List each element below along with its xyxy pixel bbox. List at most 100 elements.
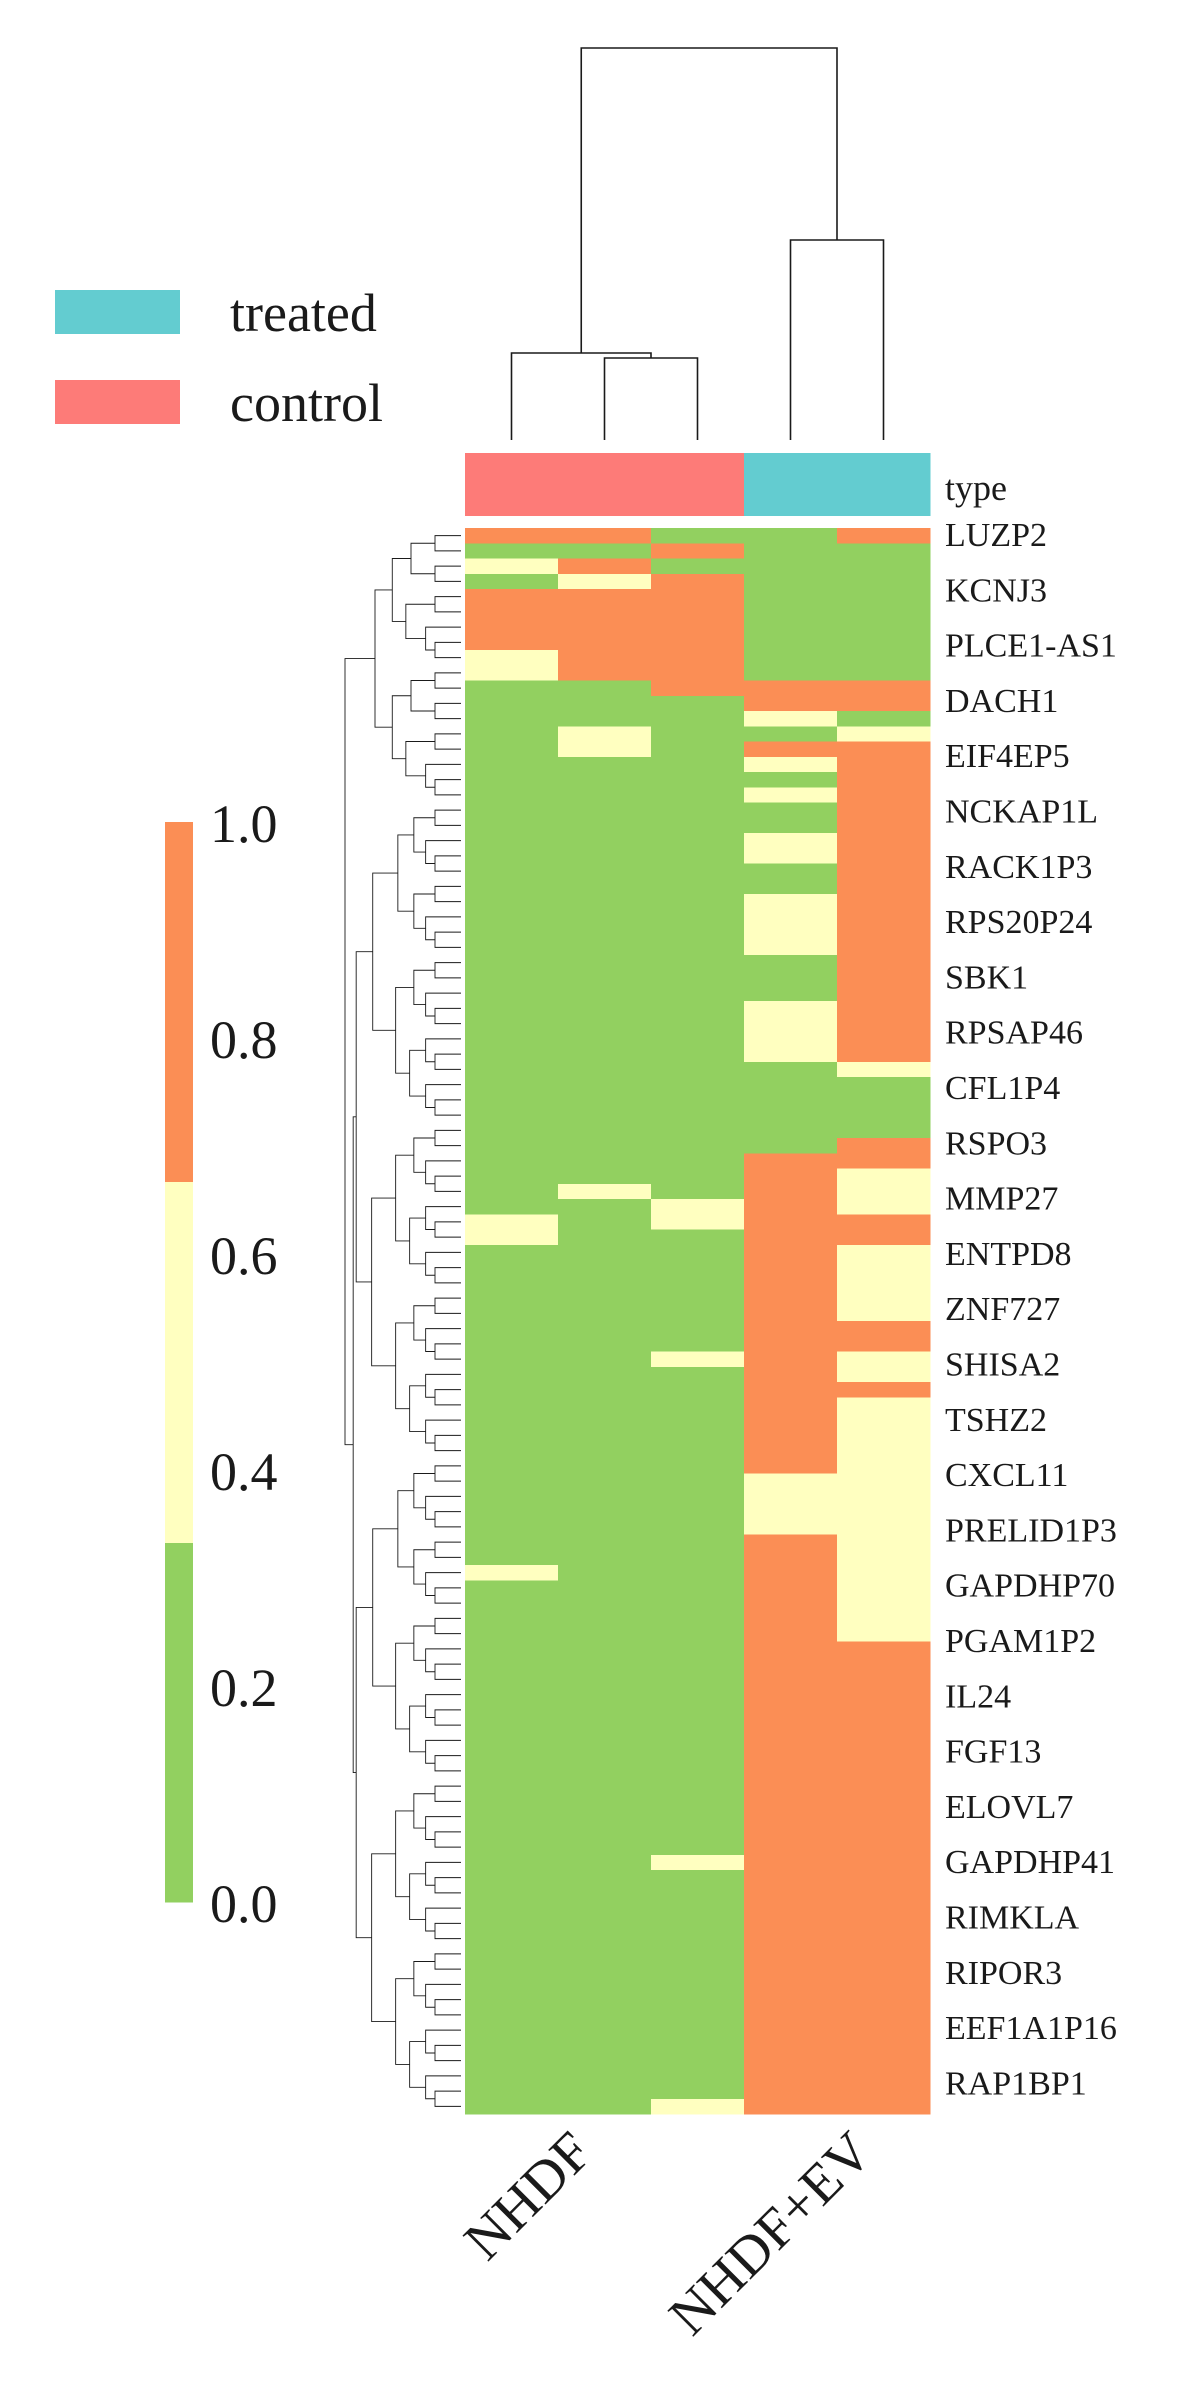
row-link-71-76 <box>413 1625 435 1661</box>
heatmap-cell-c2-r46 <box>651 1229 745 1352</box>
heatmap-cell-c4-r14 <box>837 741 931 1047</box>
row-label-rimkla: RIMKLA <box>945 1900 1080 1937</box>
row-link-18-23 <box>413 817 435 853</box>
heatmap-cell-c0-r3 <box>465 573 559 590</box>
colorbar-tick-5: 1.0 <box>210 794 278 854</box>
row-label-il24: IL24 <box>945 1678 1011 1715</box>
heatmap-cell-c2-r2 <box>651 558 745 575</box>
heatmap-cell-c3-r17 <box>744 787 838 803</box>
colorbar-tick-1: 0.2 <box>210 1658 278 1718</box>
annotation-cell-1 <box>558 453 652 516</box>
row-link-41-44 <box>425 1160 461 1185</box>
row-link-93-95 <box>434 1953 461 1970</box>
heatmap-cell-c1-r17 <box>558 787 652 803</box>
heatmap-cell-c0-r103 <box>465 2098 559 2115</box>
row-link-28-39 <box>395 986 414 1074</box>
annotation-cell-2 <box>651 453 745 516</box>
row-link-61-63 <box>434 1465 461 1482</box>
row-link-88-90 <box>434 1877 461 1894</box>
x-tick-label-nhdf-ev: NHDF+EV <box>657 2120 884 2347</box>
row-link-61-104 <box>355 1606 373 1939</box>
heatmap-cells <box>465 528 931 2115</box>
legend: treated control <box>55 283 383 433</box>
heatmap-cell-c4-r4 <box>837 589 931 651</box>
row-label-ripor3: RIPOR3 <box>945 1955 1062 1992</box>
row-link-42-44 <box>434 1175 461 1192</box>
heatmap-cell-c4-r42 <box>837 1168 931 1215</box>
heatmap-cell-c2-r103 <box>651 2098 745 2115</box>
row-label-prelid1p3: PRELID1P3 <box>945 1512 1117 1549</box>
heatmap-cell-c4-r54 <box>837 1351 931 1383</box>
heatmap-cell-c0-r0 <box>465 528 559 544</box>
heatmap-cell-c3-r14 <box>744 741 838 758</box>
heatmap-cell-c4-r56 <box>837 1382 931 1398</box>
heatmap-cell-c4-r45 <box>837 1214 931 1246</box>
row-link-9-11 <box>434 672 461 689</box>
row-link-28-30 <box>434 962 461 979</box>
row-link-50-52 <box>434 1297 461 1314</box>
row-link-48-50 <box>434 1267 461 1284</box>
row-link-34-36 <box>434 1053 461 1070</box>
row-link-18-104 <box>352 1116 357 1773</box>
row-link-85-87 <box>434 1831 461 1848</box>
heatmap-cell-c2-r44 <box>651 1199 745 1230</box>
colorbar-band-1 <box>165 1181 193 1543</box>
colorbar-tick-3: 0.6 <box>210 1226 278 1286</box>
row-link-76-79 <box>425 1694 461 1718</box>
heatmap-cell-c3-r31 <box>744 1000 838 1063</box>
row-link-99-101 <box>434 2044 461 2062</box>
row-link-87-90 <box>425 1861 461 1886</box>
heatmap-cell-c4-r1 <box>837 543 931 559</box>
heatmap-cell-c2-r87 <box>651 1854 745 1871</box>
heatmap-cell-c0-r45 <box>465 1214 559 1246</box>
heatmap-cell-c1-r13 <box>558 726 652 758</box>
row-label-mmp27: MMP27 <box>945 1181 1058 1218</box>
row-link-91-93 <box>434 1922 461 1940</box>
x-tick-labels: NHDF NHDF+EV <box>453 2120 885 2347</box>
row-link-33-39 <box>409 1049 426 1097</box>
heatmap-cell-c3-r1 <box>744 543 838 559</box>
annotation-cell-3 <box>744 453 838 516</box>
row-label-elovl7: ELOVL7 <box>945 1789 1073 1826</box>
row-link-4-6 <box>434 596 461 613</box>
heatmap-cell-c2-r0 <box>651 528 745 544</box>
row-link-50-61 <box>395 1322 414 1410</box>
heatmap-cell-c2-r88 <box>651 1870 745 2100</box>
row-link-61-82 <box>372 1528 398 1687</box>
colorbar-tick-4: 0.8 <box>210 1010 278 1070</box>
row-link-0-4 <box>410 542 435 575</box>
row-link-9-18 <box>391 695 411 760</box>
row-link-11-13 <box>434 702 461 720</box>
heatmap-cell-c3-r28 <box>744 955 838 1002</box>
heatmap-cell-c1-r0 <box>558 528 652 544</box>
heatmap-cell-c3-r22 <box>744 863 838 895</box>
row-link-13-15 <box>434 733 461 750</box>
row-link-50-55 <box>413 1305 435 1341</box>
heatmap-cell-c0-r68 <box>465 1565 559 1581</box>
row-link-66-71 <box>413 1549 435 1585</box>
heatmap-cell-c1-r18 <box>558 802 652 1169</box>
heatmap-cell-c2-r12 <box>651 711 745 1200</box>
row-label-luzp2: LUZP2 <box>945 517 1047 554</box>
heatmap-cell-c0-r12 <box>465 711 559 1215</box>
row-link-76-82 <box>409 1705 426 1753</box>
row-link-63-66 <box>425 1495 461 1520</box>
row-link-18-61 <box>355 951 373 1283</box>
row-link-90-93 <box>425 1907 461 1932</box>
heatmap-cell-c1-r2 <box>558 558 652 575</box>
row-label-dach1: DACH1 <box>945 683 1058 720</box>
row-label-sbk1: SBK1 <box>945 959 1028 996</box>
heatmap-cell-c3-r13 <box>744 726 838 742</box>
heatmap-cell-c4-r58 <box>837 1412 931 1642</box>
x-tick-label-nhdf: NHDF <box>453 2120 605 2272</box>
heatmap-cell-c3-r62 <box>744 1473 838 1535</box>
row-link-61-66 <box>413 1473 435 1509</box>
row-label-eef1a1p16: EEF1A1P16 <box>945 2010 1117 2047</box>
row-label-pgam1p2: PGAM1P2 <box>945 1623 1096 1660</box>
heatmap-cell-c0-r8 <box>465 650 559 681</box>
heatmap-cell-c1-r1 <box>558 543 652 559</box>
row-link-28-33 <box>413 969 435 1006</box>
row-label-rspo3: RSPO3 <box>945 1125 1047 1162</box>
row-label-shisa2: SHISA2 <box>945 1347 1060 1384</box>
